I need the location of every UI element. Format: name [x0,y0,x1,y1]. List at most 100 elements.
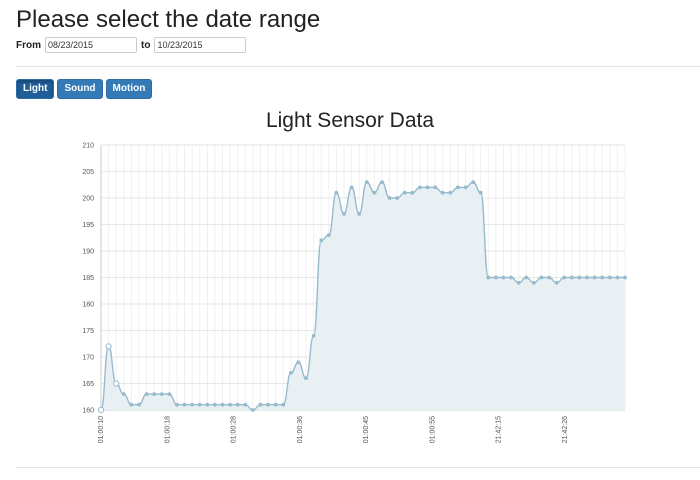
data-point [607,275,612,280]
data-point [623,275,627,280]
to-label: to [141,39,151,51]
y-tick-label: 175 [82,328,94,335]
y-tick-label: 190 [82,249,94,256]
series-area [101,182,625,410]
data-point [197,402,202,407]
divider-top [16,66,700,67]
x-tick-label: 01:00:18 [164,416,171,443]
data-point [577,275,582,280]
page-title: Please select the date range [16,6,321,33]
data-point [547,275,551,280]
data-point [304,376,308,381]
data-point [159,392,164,397]
data-point [137,402,141,407]
data-point [448,190,453,195]
data-point [493,275,498,280]
data-point [592,275,597,280]
data-point [585,275,589,280]
data-point [387,196,392,200]
data-point [205,402,210,407]
y-tick-label: 210 [82,143,94,150]
from-label: From [16,39,41,51]
data-point [357,211,362,216]
data-point [243,402,248,407]
data-point [250,408,255,412]
series-line [100,181,625,411]
data-point [152,392,157,397]
data-point [228,402,233,407]
data-point [478,190,483,195]
data-point [97,406,105,414]
data-point [167,392,172,397]
data-point [288,370,293,375]
data-point [516,280,521,285]
data-point [380,180,384,185]
data-point [235,402,240,407]
data-point [311,333,316,338]
data-point [471,180,476,185]
x-tick-label: 01:00:55 [429,416,436,443]
motion-button[interactable]: Motion [105,79,153,99]
x-tick-label: 01:00:10 [98,416,105,443]
data-point [144,392,149,397]
from-date-input[interactable] [45,37,137,53]
data-point [342,211,346,216]
data-point [296,360,301,365]
data-point [615,275,620,280]
data-point [121,392,126,397]
x-tick-label: 01:00:45 [363,416,370,443]
data-point [273,402,278,407]
data-point [531,280,536,285]
data-point [486,275,491,280]
data-point [402,190,407,195]
data-point [562,275,567,280]
data-point [334,190,339,195]
sound-button[interactable]: Sound [57,79,103,99]
data-point [554,280,559,285]
data-point [463,185,468,190]
data-point [364,180,369,185]
y-tick-label: 185 [82,275,94,282]
y-tick-label: 170 [82,355,94,362]
y-tick-label: 200 [82,196,94,203]
data-point [129,402,134,407]
data-point [281,402,286,407]
data-point [266,402,270,407]
data-point [349,185,354,190]
data-point [395,196,400,200]
data-point [319,238,324,243]
light-button[interactable]: Light [16,79,55,99]
data-point [509,275,513,280]
data-point [190,402,195,407]
data-point [539,275,544,280]
sensor-button-group: Light Sound Motion [16,79,153,99]
data-point [213,402,217,407]
data-point [524,275,529,280]
data-point [501,275,506,280]
x-tick-label: 21:42:15 [496,416,503,443]
date-range-row: From to [16,37,250,53]
data-point [175,402,179,407]
chart-title: Light Sensor Data [265,109,435,132]
y-tick-label: 195 [82,222,94,229]
x-tick-label: 01:00:28 [231,416,238,443]
data-point [105,343,112,350]
data-point [113,380,120,387]
data-point [569,275,574,280]
x-tick-label: 01:00:36 [297,416,304,443]
data-point [425,185,430,190]
y-tick-label: 180 [82,302,94,309]
data-point [182,402,187,407]
data-point [456,185,460,190]
data-point [220,402,225,407]
y-tick-label: 160 [82,408,94,415]
x-tick-label: 21:42:26 [562,416,569,443]
data-point [440,190,445,195]
data-point [326,233,331,238]
y-tick-label: 165 [82,381,94,388]
data-point [372,190,377,195]
data-point [258,402,263,407]
to-date-input[interactable] [154,37,247,53]
divider-bottom [16,467,700,468]
